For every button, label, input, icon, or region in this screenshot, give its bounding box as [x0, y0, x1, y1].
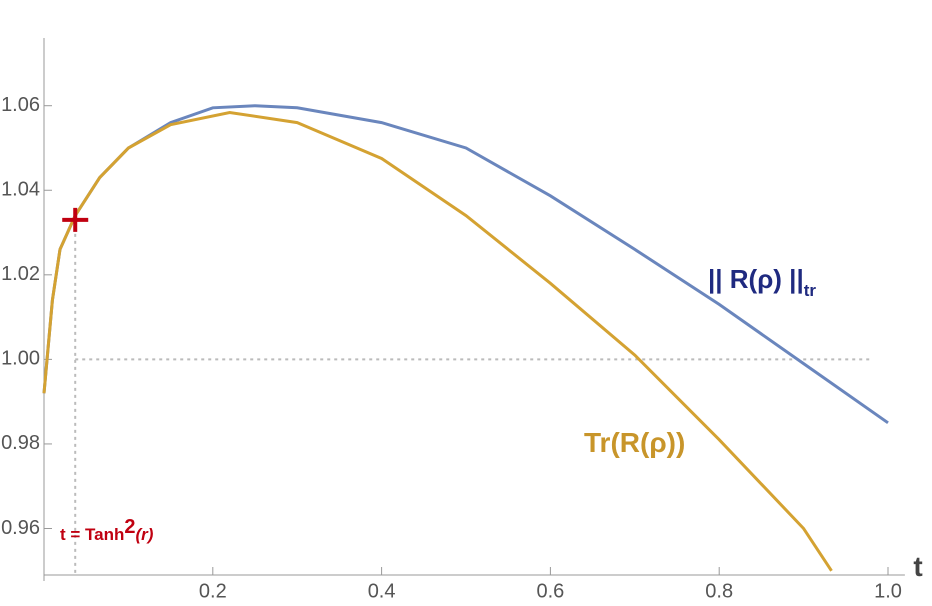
y-tick-label: 1.06: [1, 94, 40, 116]
marker-label-text: t = Tanh: [60, 525, 124, 544]
x-tick-label: 0.6: [536, 580, 564, 602]
marker-label-text: (r): [136, 525, 154, 544]
marker-label-sup: 2: [124, 516, 135, 538]
x-tick-label: 0.4: [368, 580, 396, 602]
x-tick-label: 1.0: [874, 580, 902, 602]
y-tick-label: 1.04: [1, 179, 40, 201]
series-label-text: || R(ρ) ||: [708, 264, 804, 294]
y-tick-label: 0.98: [1, 432, 40, 454]
x-tick-label: 0.2: [199, 580, 227, 602]
x-axis-label: t: [913, 551, 922, 582]
series-line: [42, 110, 833, 572]
x-tick-label: 0.8: [705, 580, 733, 602]
series-label: Tr(R(ρ)): [584, 427, 685, 458]
y-tick-label: 1.02: [1, 263, 40, 285]
marker: [62, 207, 89, 232]
series-label: || R(ρ) ||tr: [708, 264, 816, 300]
series-label-sub: tr: [804, 281, 817, 300]
y-tick-label: 1.00: [1, 348, 40, 370]
marker-label: t = Tanh2(r): [60, 516, 154, 544]
y-tick-label: 0.96: [1, 517, 40, 539]
